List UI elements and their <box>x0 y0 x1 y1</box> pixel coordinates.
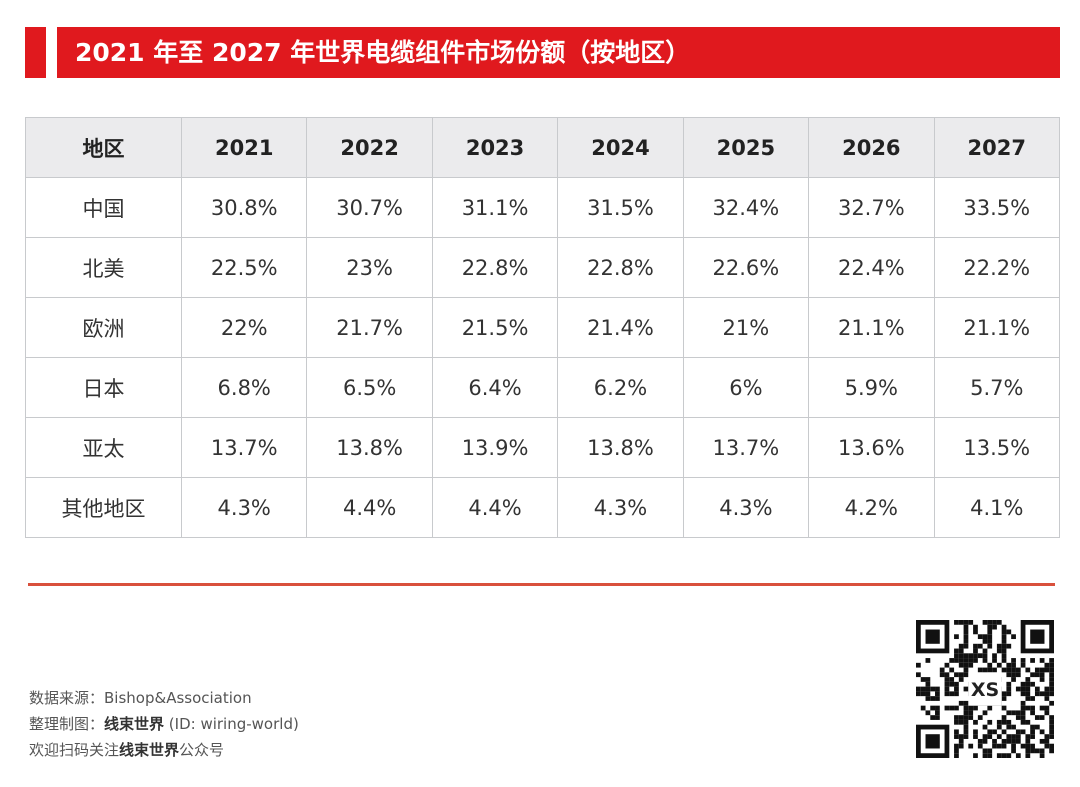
divider-line <box>28 583 1055 586</box>
qr-logo <box>968 672 1002 706</box>
table-row: 日本 6.8% 6.5% 6.4% 6.2% 6% 5.9% 5.7% <box>25 357 1061 418</box>
share-cell: 13.7% <box>682 417 810 478</box>
table-row: 中国 30.8% 30.7% 31.1% 31.5% 32.4% 32.7% 33.5% <box>25 177 1061 238</box>
share-cell: 13.9% <box>431 417 559 478</box>
share-cell: 4.3% <box>180 477 308 538</box>
qr-logo-text: XS <box>971 679 999 701</box>
share-cell: 23% <box>306 237 433 298</box>
share-cell: 13.5% <box>933 417 1061 478</box>
share-cell: 4.4% <box>431 477 559 538</box>
region-cell: 日本 <box>25 357 182 418</box>
share-cell: 22% <box>180 297 308 358</box>
source-line: 数据来源：Bishop&Association <box>29 685 299 711</box>
share-cell: 4.3% <box>557 477 684 538</box>
region-cell: 中国 <box>25 177 182 238</box>
share-cell: 31.5% <box>557 177 684 238</box>
column-header-2023: 2023 <box>431 117 559 178</box>
column-header-2025: 2025 <box>682 117 810 178</box>
share-cell: 6.8% <box>180 357 308 418</box>
region-cell: 亚太 <box>25 417 182 478</box>
table-row: 其他地区 4.3% 4.4% 4.4% 4.3% 4.3% 4.2% 4.1% <box>25 477 1061 538</box>
share-cell: 21.5% <box>431 297 559 358</box>
share-cell: 22.5% <box>180 237 308 298</box>
follow-name: 线束世界 <box>119 741 180 759</box>
column-header-2024: 2024 <box>557 117 684 178</box>
share-cell: 13.8% <box>306 417 433 478</box>
qr-code-icon: XS <box>916 620 1054 758</box>
region-cell: 欧洲 <box>25 297 182 358</box>
share-cell: 4.4% <box>306 477 433 538</box>
share-cell: 30.8% <box>180 177 308 238</box>
share-cell: 5.9% <box>808 357 935 418</box>
share-cell: 22.4% <box>808 237 935 298</box>
column-header-region: 地区 <box>25 117 182 178</box>
region-cell: 北美 <box>25 237 182 298</box>
share-cell: 21.7% <box>306 297 433 358</box>
share-cell: 21% <box>682 297 810 358</box>
share-cell: 5.7% <box>933 357 1061 418</box>
share-cell: 30.7% <box>306 177 433 238</box>
footer-notes: 数据来源：Bishop&Association 整理制图：线束世界 (ID: w… <box>29 685 299 763</box>
share-cell: 31.1% <box>431 177 559 238</box>
share-cell: 13.8% <box>557 417 684 478</box>
share-cell: 6.4% <box>431 357 559 418</box>
column-header-2026: 2026 <box>808 117 935 178</box>
share-cell: 22.2% <box>933 237 1061 298</box>
made-by-name: 线束世界 <box>104 715 165 733</box>
made-label: 整理制图： <box>29 715 105 733</box>
table-row: 北美 22.5% 23% 22.8% 22.8% 22.6% 22.4% 22.2% <box>25 237 1061 298</box>
made-by-id: (ID: wiring-world) <box>164 715 299 733</box>
share-cell: 4.1% <box>933 477 1061 538</box>
table-row: 欧洲 22% 21.7% 21.5% 21.4% 21% 21.1% 21.1% <box>25 297 1061 358</box>
column-header-2021: 2021 <box>180 117 308 178</box>
share-cell: 4.3% <box>682 477 810 538</box>
share-cell: 21.1% <box>933 297 1061 358</box>
source-value: Bishop&Association <box>104 689 252 707</box>
made-by-line: 整理制图：线束世界 (ID: wiring-world) <box>29 711 299 737</box>
share-cell: 22.8% <box>557 237 684 298</box>
follow-prefix: 欢迎扫码关注 <box>29 741 120 759</box>
page-title: 2021 年至 2027 年世界电缆组件市场份额（按地区） <box>57 27 1060 78</box>
column-header-2027: 2027 <box>933 117 1061 178</box>
share-cell: 32.7% <box>808 177 935 238</box>
share-cell: 4.2% <box>808 477 935 538</box>
share-cell: 6.2% <box>557 357 684 418</box>
share-cell: 13.6% <box>808 417 935 478</box>
share-cell: 33.5% <box>933 177 1061 238</box>
share-cell: 13.7% <box>180 417 308 478</box>
share-cell: 22.8% <box>431 237 559 298</box>
follow-line: 欢迎扫码关注线束世界公众号 <box>29 737 299 763</box>
share-cell: 21.1% <box>808 297 935 358</box>
share-cell: 22.6% <box>682 237 810 298</box>
follow-suffix: 公众号 <box>179 741 225 759</box>
table-header-row: 地区 2021 2022 2023 2024 2025 2026 2027 <box>25 117 1061 178</box>
market-share-table: 地区 2021 2022 2023 2024 2025 2026 2027 中国 30.8% 30… <box>25 117 1061 538</box>
share-cell: 21.4% <box>557 297 684 358</box>
region-cell: 其他地区 <box>25 477 182 538</box>
column-header-2022: 2022 <box>306 117 433 178</box>
share-cell: 32.4% <box>682 177 810 238</box>
share-cell: 6% <box>682 357 810 418</box>
share-cell: 6.5% <box>306 357 433 418</box>
title-accent-block <box>25 27 46 78</box>
table-row: 亚太 13.7% 13.8% 13.9% 13.8% 13.7% 13.6% 13.5% <box>25 417 1061 478</box>
source-label: 数据来源： <box>29 689 105 707</box>
